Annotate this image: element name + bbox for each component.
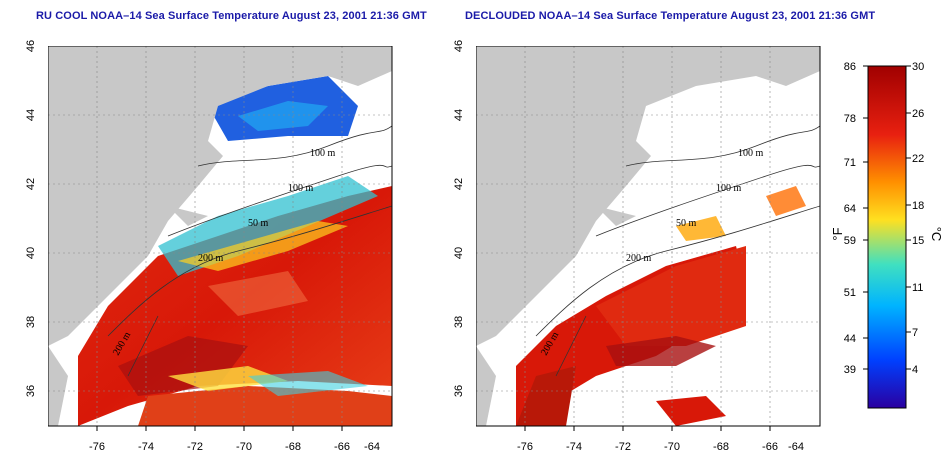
contour-200m bbox=[535, 205, 820, 337]
contour-south bbox=[555, 315, 587, 377]
lon-tick: -76 bbox=[517, 441, 533, 453]
fahrenheit-tick: 44 bbox=[844, 333, 856, 345]
right-panel-title: DECLOUDED NOAA–14 Sea Surface Temperatur… bbox=[465, 10, 876, 22]
lat-tick: 40 bbox=[453, 247, 465, 259]
lon-tick: -66 bbox=[334, 441, 350, 453]
fahrenheit-tick: 59 bbox=[844, 235, 856, 247]
warm-filament bbox=[208, 271, 308, 316]
map-frame bbox=[476, 46, 821, 427]
declouded-sst-map: 100 m 100 m 50 m 200 m 200 m bbox=[476, 46, 821, 431]
lat-tick: 42 bbox=[25, 178, 37, 190]
lon-tick: -72 bbox=[187, 441, 203, 453]
lon-tick: -68 bbox=[285, 441, 301, 453]
lat-tick: 38 bbox=[453, 316, 465, 328]
fahrenheit-tick: 78 bbox=[844, 113, 856, 125]
gulf-of-maine-cool bbox=[238, 101, 328, 131]
island bbox=[596, 206, 636, 226]
celsius-tick: 7 bbox=[912, 327, 918, 339]
axis-ticks bbox=[524, 426, 771, 431]
axis-ticks bbox=[96, 426, 343, 431]
colorbar-scale bbox=[867, 65, 907, 409]
lat-tick: 36 bbox=[453, 385, 465, 397]
lon-tick: -70 bbox=[664, 441, 680, 453]
celsius-tick: 22 bbox=[912, 153, 924, 165]
clouds-speckle bbox=[168, 366, 288, 391]
lat-tick: 38 bbox=[25, 316, 37, 328]
contour-label: 100 m bbox=[310, 148, 336, 159]
southern-warm-patch bbox=[656, 396, 726, 426]
island bbox=[168, 206, 208, 226]
land-mass bbox=[48, 46, 392, 346]
contour-label: 50 m bbox=[248, 218, 269, 229]
fahrenheit-tick: 71 bbox=[844, 157, 856, 169]
lat-tick: 44 bbox=[453, 109, 465, 121]
lat-tick: 46 bbox=[453, 40, 465, 52]
contour-label: 200 m bbox=[626, 253, 652, 264]
contour-200m bbox=[107, 205, 392, 337]
lat-tick: 36 bbox=[25, 385, 37, 397]
contour-100m-outer bbox=[595, 164, 820, 237]
contour-label: 100 m bbox=[738, 148, 764, 159]
southern-warm-water bbox=[138, 386, 392, 426]
lon-tick: -76 bbox=[89, 441, 105, 453]
colorbar-ticks bbox=[863, 65, 911, 370]
fahrenheit-tick: 64 bbox=[844, 203, 856, 215]
cool-speckle bbox=[248, 371, 368, 396]
raw-sst-map: 100 m 100 m 50 m 200 m 200 m bbox=[48, 46, 393, 431]
lon-tick: -64 bbox=[788, 441, 804, 453]
temperature-colorbar: 86 78 71 64 59 51 44 39 30 26 22 18 15 1… bbox=[830, 61, 944, 409]
lon-tick: -68 bbox=[713, 441, 729, 453]
southern-land bbox=[48, 346, 68, 426]
contour-100m-outer bbox=[167, 164, 392, 237]
contour-100m bbox=[197, 125, 392, 167]
fahrenheit-unit: °F bbox=[830, 227, 845, 240]
warm-speckle bbox=[766, 186, 806, 216]
warm-water-region-east bbox=[596, 246, 746, 346]
lon-tick: -64 bbox=[364, 441, 380, 453]
celsius-tick: 4 bbox=[912, 364, 918, 376]
lon-tick: -74 bbox=[566, 441, 582, 453]
celsius-tick: 11 bbox=[912, 282, 923, 294]
map-frame bbox=[48, 46, 393, 427]
contour-100m bbox=[625, 125, 820, 167]
contour-label: 100 m bbox=[716, 183, 742, 194]
lon-tick: -72 bbox=[615, 441, 631, 453]
gulf-stream-core bbox=[606, 336, 716, 366]
shelf-transition bbox=[178, 221, 348, 271]
contour-label: 50 m bbox=[676, 218, 697, 229]
southern-land bbox=[476, 346, 496, 426]
lat-lon-grid bbox=[48, 46, 392, 426]
celsius-unit: °C bbox=[929, 227, 944, 242]
fahrenheit-tick: 86 bbox=[844, 61, 856, 73]
lon-tick: -66 bbox=[762, 441, 778, 453]
contour-label: 200 m bbox=[198, 253, 224, 264]
lat-tick: 42 bbox=[453, 178, 465, 190]
coastal-warm-water bbox=[516, 366, 576, 426]
fahrenheit-tick: 39 bbox=[844, 364, 856, 376]
left-panel-title: RU COOL NOAA–14 Sea Surface Temperature … bbox=[36, 10, 427, 22]
shelf-transition bbox=[676, 216, 726, 241]
contour-south bbox=[127, 315, 159, 377]
lon-tick: -74 bbox=[138, 441, 154, 453]
lat-tick: 40 bbox=[25, 247, 37, 259]
fahrenheit-tick: 51 bbox=[844, 287, 856, 299]
contour-label: 100 m bbox=[288, 183, 314, 194]
lat-lon-grid bbox=[476, 46, 820, 426]
lon-tick: -70 bbox=[236, 441, 252, 453]
lat-tick: 46 bbox=[25, 40, 37, 52]
land-mass bbox=[476, 46, 820, 346]
celsius-tick: 18 bbox=[912, 200, 924, 212]
celsius-tick: 26 bbox=[912, 108, 924, 120]
lat-tick: 44 bbox=[25, 109, 37, 121]
celsius-tick: 30 bbox=[912, 61, 924, 73]
celsius-tick: 15 bbox=[912, 235, 924, 247]
